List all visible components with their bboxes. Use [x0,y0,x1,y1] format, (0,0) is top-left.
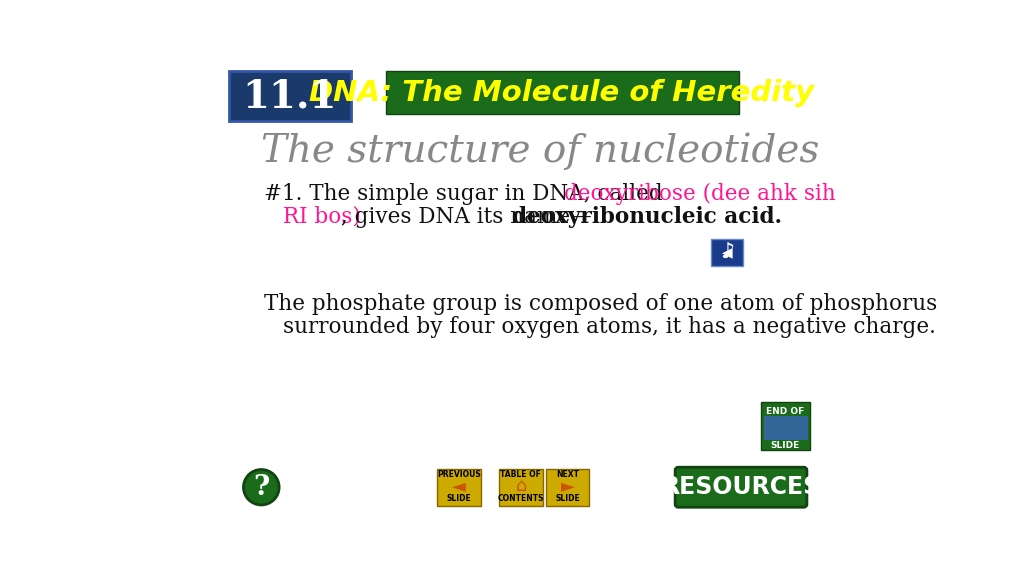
Text: The structure of nucleotides: The structure of nucleotides [261,132,819,170]
Text: RI bos): RI bos) [283,206,360,228]
Bar [711,238,743,266]
Text: ♪: ♪ [720,242,734,263]
Text: ⌂: ⌂ [515,477,526,495]
Text: SLIDE: SLIDE [555,494,580,503]
Text: NEXT: NEXT [556,471,579,479]
Text: #1. The simple sugar in DNA, called: #1. The simple sugar in DNA, called [263,183,669,205]
Text: , gives DNA its name—: , gives DNA its name— [341,206,599,228]
Bar [228,71,351,122]
Bar [386,71,738,114]
Text: surrounded by four oxygen atoms, it has a negative charge.: surrounded by four oxygen atoms, it has … [283,316,936,338]
Text: TABLE OF: TABLE OF [501,471,542,479]
Text: ►: ► [560,477,574,495]
Text: SLIDE: SLIDE [446,494,471,503]
Text: END OF: END OF [766,407,804,416]
Text: RESOURCES: RESOURCES [662,475,820,499]
Text: ◄: ◄ [452,477,466,495]
Bar [546,469,589,506]
Bar [764,416,808,440]
Text: The phosphate group is composed of one atom of phosphorus: The phosphate group is composed of one a… [263,293,937,315]
FancyBboxPatch shape [675,467,807,507]
Bar [500,469,543,506]
Text: PREVIOUS: PREVIOUS [437,471,481,479]
Bar [761,402,810,450]
Text: SLIDE: SLIDE [771,441,800,450]
Text: ?: ? [253,473,269,501]
Bar [437,469,480,506]
Text: ◀: ◀ [722,245,732,259]
Text: deoxyribose (dee ahk sih: deoxyribose (dee ahk sih [564,183,836,205]
Circle shape [244,469,280,505]
Text: CONTENTS: CONTENTS [498,494,544,503]
Text: 11.1: 11.1 [243,78,337,116]
Text: deoxyribonucleic acid.: deoxyribonucleic acid. [512,206,781,228]
Text: DNA: The Molecule of Heredity: DNA: The Molecule of Heredity [309,79,814,107]
